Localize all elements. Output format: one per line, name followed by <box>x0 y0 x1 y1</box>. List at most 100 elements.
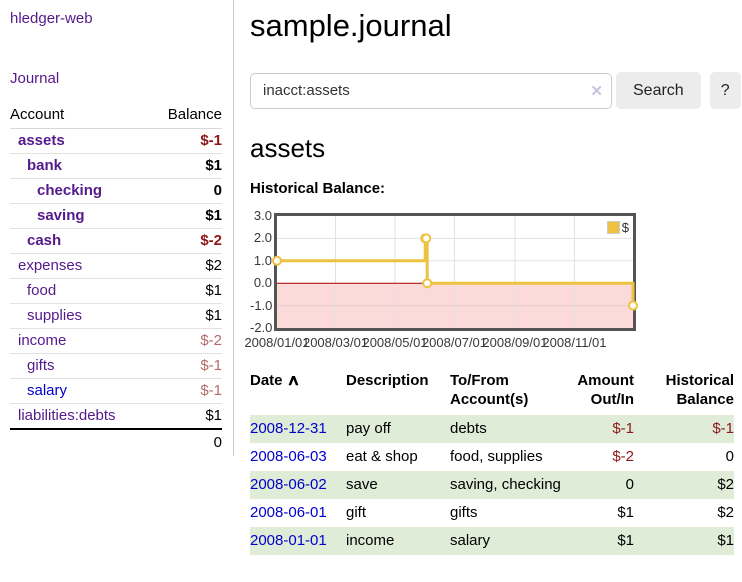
register-row: 2008-06-01 gift gifts $1 $2 <box>250 499 734 527</box>
account-row: expenses $2 <box>10 253 222 279</box>
account-row: income $-2 <box>10 328 222 354</box>
transaction-balance: $-1 <box>712 420 734 437</box>
register-header-accounts: To/From Account(s) <box>450 372 529 408</box>
account-link-assets[interactable]: assets <box>18 132 65 149</box>
legend-label: $ <box>621 220 629 235</box>
account-row: saving $1 <box>10 203 222 229</box>
account-link-food[interactable]: food <box>27 282 57 299</box>
chart-series-svg <box>272 216 638 328</box>
account-balance: $2 <box>150 253 222 279</box>
y-axis-tick-label: -1.0 <box>250 297 273 313</box>
account-balance: $1 <box>150 303 222 329</box>
register-row: 2008-01-01 income salary $1 $1 <box>250 527 734 555</box>
account-heading: assets <box>250 133 326 163</box>
account-balance: $1 <box>205 407 222 424</box>
historical-balance-chart: $ 3.0 2.0 1.0 0.0 -1.0 -2.0 2008/01/01 2008/03/… <box>244 208 741 353</box>
transaction-description: income <box>346 532 395 549</box>
transaction-accounts: gifts <box>450 504 478 521</box>
account-row: salary $-1 <box>10 378 222 404</box>
transaction-amount: $-1 <box>612 420 634 437</box>
transaction-amount: $-2 <box>612 448 634 465</box>
transaction-accounts: salary <box>450 532 491 549</box>
account-link-salary[interactable]: salary <box>27 382 68 399</box>
account-row: checking 0 <box>10 178 222 204</box>
sidebar: hledger-web Journal Account Balance asse… <box>0 0 234 456</box>
search-input[interactable] <box>250 72 612 109</box>
accounts-header-account: Account <box>10 103 151 129</box>
register-row: 2008-12-31 pay off debts $-1 $-1 <box>250 415 734 443</box>
account-link-saving[interactable]: saving <box>37 207 85 224</box>
register-header-description: Description <box>346 372 429 389</box>
y-axis-tick-label: 0.0 <box>253 275 272 291</box>
register-header-amount: Amount Out/In <box>577 372 634 408</box>
register-row: 2008-06-03 eat & shop food, supplies $-2… <box>250 443 734 471</box>
transaction-description: gift <box>346 504 367 521</box>
account-balance: $-1 <box>150 353 222 379</box>
chart-title: Historical Balance: <box>250 180 386 197</box>
transaction-balance: $2 <box>717 476 734 493</box>
accounts-total: 0 <box>10 428 222 456</box>
account-link-supplies[interactable]: supplies <box>27 307 83 324</box>
transaction-description: save <box>346 476 378 493</box>
account-row: assets $-1 <box>10 128 222 154</box>
transaction-amount: $1 <box>617 532 634 549</box>
transaction-date-link[interactable]: 2008-12-31 <box>250 420 327 437</box>
account-balance: $-1 <box>150 128 222 154</box>
transaction-amount: $1 <box>617 504 634 521</box>
x-axis-tick-label: 2008/03/01 <box>302 335 369 350</box>
x-axis-tick-label: 2008/07/01 <box>421 335 488 350</box>
register-header-date[interactable]: Date ∧ <box>250 372 300 389</box>
account-balance: $1 <box>150 278 222 304</box>
account-link-expenses[interactable]: expenses <box>18 257 83 274</box>
accounts-header-row: Account Balance <box>10 103 222 129</box>
account-row: cash $-2 <box>10 228 222 254</box>
account-balance: 0 <box>150 178 222 204</box>
account-link-income[interactable]: income <box>18 332 67 349</box>
account-row: bank $1 <box>10 153 222 179</box>
x-axis-tick-label: 2008/11/01 <box>542 335 607 350</box>
account-row: gifts $-1 <box>10 353 222 379</box>
sort-ascending-icon: ∧ <box>286 372 300 389</box>
transaction-date-link[interactable]: 2008-06-03 <box>250 448 327 465</box>
x-axis-tick-label: 2008/05/01 <box>362 335 428 350</box>
register-table: Date ∧ Description To/From Account(s) Amo… <box>250 369 734 555</box>
account-link-cash[interactable]: cash <box>27 232 62 249</box>
transaction-accounts: debts <box>450 420 487 437</box>
account-balance: $-2 <box>150 328 222 354</box>
account-balance: $1 <box>150 203 222 229</box>
transaction-date-link[interactable]: 2008-01-01 <box>250 532 327 549</box>
transaction-accounts: saving, checking <box>450 476 561 493</box>
accounts-total-row: 0 <box>10 428 222 456</box>
app-layout: hledger-web Journal Account Balance asse… <box>0 0 741 555</box>
search-button[interactable]: Search <box>616 72 701 109</box>
transaction-amount: 0 <box>625 476 634 493</box>
account-link-checking[interactable]: checking <box>37 182 103 199</box>
account-row: supplies $1 <box>10 303 222 329</box>
transaction-date-link[interactable]: 2008-06-02 <box>250 476 327 493</box>
accounts-header-balance: Balance <box>150 103 222 129</box>
legend-color-swatch-icon <box>606 221 620 234</box>
account-balance: $1 <box>150 153 222 179</box>
search-bar: ✕ Search ? <box>250 72 741 109</box>
register-header-row: Date ∧ Description To/From Account(s) Amo… <box>250 369 734 415</box>
accounts-table: Account Balance assets $-1 bank $1 check… <box>10 103 222 456</box>
account-balance: $-2 <box>150 228 222 254</box>
account-row: food $1 <box>10 278 222 304</box>
register-header-balance: Historical Balance <box>665 372 734 408</box>
transaction-date-link[interactable]: 2008-06-01 <box>250 504 327 521</box>
y-axis-tick-label: 2.0 <box>253 230 272 246</box>
transaction-balance: $2 <box>717 504 734 521</box>
account-link-bank[interactable]: bank <box>27 157 63 174</box>
sidebar-item-journal[interactable]: Journal <box>10 70 60 87</box>
account-row: liabilities:debts $1 <box>10 404 222 430</box>
account-link-gifts[interactable]: gifts <box>27 357 55 374</box>
transaction-accounts: food, supplies <box>450 448 543 465</box>
chart-plot-area: $ <box>272 213 638 331</box>
clear-search-icon[interactable]: ✕ <box>590 82 603 100</box>
x-axis-tick-label: 2008/01/01 <box>244 335 310 350</box>
account-link-liabilities-debts[interactable]: liabilities:debts <box>18 407 116 424</box>
help-button[interactable]: ? <box>709 72 741 109</box>
app-title-link[interactable]: hledger-web <box>10 10 93 27</box>
x-axis-tick-label: 2008/09/01 <box>482 335 548 350</box>
y-axis-tick-label: 3.0 <box>253 208 272 223</box>
